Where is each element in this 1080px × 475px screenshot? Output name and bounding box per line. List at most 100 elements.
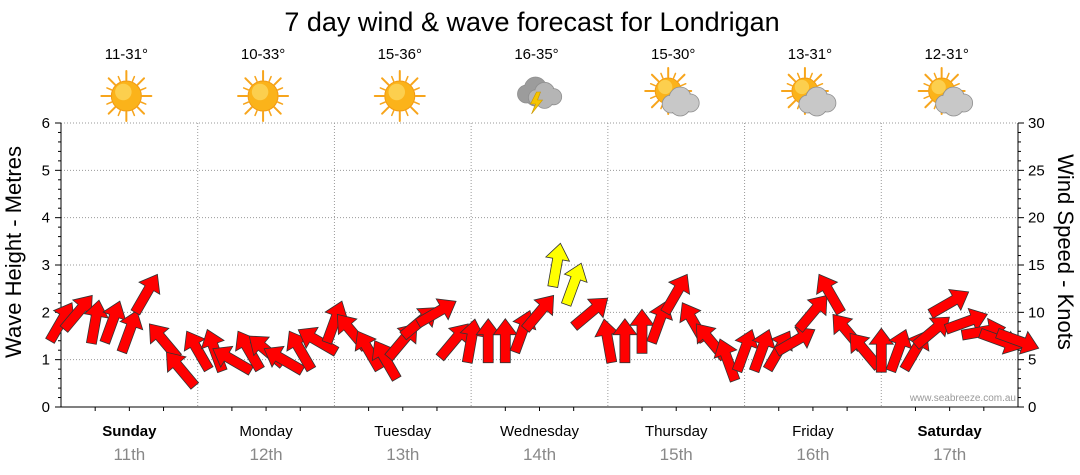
left-tick-label: 5 bbox=[42, 162, 50, 179]
sun-ray bbox=[136, 77, 146, 86]
storm-icon bbox=[517, 76, 563, 115]
right-tick-label: 5 bbox=[1028, 352, 1036, 369]
sun-ray bbox=[390, 110, 395, 117]
sun-ray bbox=[244, 106, 253, 115]
wind-arrow-shape bbox=[927, 289, 970, 319]
sun-ray bbox=[140, 87, 147, 91]
left-tick-label: 6 bbox=[42, 115, 50, 132]
wind-arrow bbox=[816, 273, 846, 316]
left-tick-label: 2 bbox=[42, 304, 50, 321]
left-tick-label: 3 bbox=[42, 257, 50, 274]
wind-arrow-shape bbox=[297, 326, 340, 357]
sun-ray bbox=[107, 77, 117, 86]
temperature-label: 15-30° bbox=[651, 46, 695, 63]
sun-ray bbox=[140, 101, 147, 105]
right-tick-label: 15 bbox=[1028, 257, 1045, 274]
wind-arrow-shape bbox=[544, 242, 571, 288]
wind-arrow bbox=[594, 318, 620, 364]
sun-ray bbox=[787, 99, 797, 109]
sun-ray bbox=[950, 73, 959, 83]
sun-ray bbox=[946, 72, 950, 79]
right-tick-label: 30 bbox=[1028, 115, 1045, 132]
sun-highlight bbox=[251, 83, 269, 101]
sun-ray bbox=[796, 72, 801, 79]
wind-arrow-shape bbox=[83, 299, 109, 345]
temperature-label: 13-31° bbox=[788, 46, 832, 63]
day-label: Friday bbox=[792, 423, 834, 440]
wind-arrow-shape bbox=[794, 294, 828, 333]
sun-ray bbox=[379, 87, 386, 91]
wind-arrow bbox=[297, 326, 340, 357]
chart-title: 7 day wind & wave forecast for Londrigan bbox=[284, 7, 779, 37]
sun-ray bbox=[933, 72, 938, 79]
wind-arrow-shape bbox=[560, 262, 588, 307]
wind-arrow bbox=[520, 294, 555, 333]
sun-ray bbox=[117, 110, 121, 117]
left-tick-label: 4 bbox=[42, 210, 50, 227]
day-label: Saturday bbox=[918, 423, 983, 440]
temperature-label: 16-35° bbox=[514, 46, 558, 63]
date-label: 11th bbox=[113, 445, 145, 464]
sun-ray bbox=[405, 75, 409, 82]
wind-arrow bbox=[911, 316, 950, 350]
wind-arrow-shape bbox=[414, 298, 457, 329]
sun-highlight bbox=[388, 83, 406, 101]
cloud-fill bbox=[671, 96, 690, 116]
sun-ray bbox=[244, 77, 253, 86]
date-label: 12th bbox=[250, 445, 283, 464]
sun-ray bbox=[817, 82, 824, 87]
sun-icon bbox=[373, 70, 426, 122]
day-label: Tuesday bbox=[374, 423, 431, 440]
sun-ray bbox=[117, 75, 121, 82]
wind-arrow bbox=[995, 327, 1040, 355]
credit-text: www.seabreeze.com.au bbox=[909, 393, 1016, 404]
wind-arrow bbox=[794, 294, 828, 333]
sun-icon bbox=[237, 70, 290, 122]
temperature-row: 11-31° 10-33° 15-36° 16-35° 15-30° 13-31° 12-3… bbox=[105, 46, 969, 63]
axes: 0 1 2 3 4 5 6 0 5 10 15 20 25 30 bbox=[42, 115, 1045, 416]
wind-arrow-shape bbox=[773, 326, 816, 357]
left-tick-label: 0 bbox=[42, 399, 50, 416]
wind-arrow bbox=[544, 242, 571, 288]
sun-highlight bbox=[794, 79, 810, 95]
sun-ray bbox=[268, 110, 272, 117]
day-label: Wednesday bbox=[500, 423, 579, 440]
wind-arrow bbox=[130, 273, 161, 316]
sun-ray bbox=[786, 82, 793, 87]
sun-ray bbox=[381, 106, 390, 115]
sun-ray bbox=[672, 72, 677, 79]
wind-arrow bbox=[560, 262, 588, 307]
left-tick-label: 1 bbox=[42, 352, 50, 369]
date-label: 15th bbox=[660, 445, 693, 464]
right-tick-label: 10 bbox=[1028, 304, 1045, 321]
sun-ray bbox=[924, 73, 933, 83]
sun-ray bbox=[242, 87, 250, 91]
sun-ray bbox=[924, 99, 933, 109]
sun-ray bbox=[131, 110, 136, 117]
sun-ray bbox=[650, 73, 660, 83]
sun-ray bbox=[809, 72, 813, 79]
sun-ray bbox=[650, 99, 660, 109]
sun-ray bbox=[242, 101, 250, 105]
sun-ray bbox=[405, 110, 409, 117]
sun-highlight bbox=[115, 83, 132, 101]
wind-arrow-shape bbox=[520, 294, 555, 333]
wind-arrow bbox=[83, 299, 109, 345]
wind-arrow-shape bbox=[660, 273, 691, 316]
sun-ray bbox=[953, 82, 960, 87]
wind-arrow-shape bbox=[212, 345, 254, 376]
wind-arrow-shape bbox=[995, 327, 1040, 355]
sun-ray bbox=[277, 101, 284, 105]
lightning-bolt bbox=[530, 91, 544, 115]
sun-ray bbox=[813, 73, 823, 83]
cloud-fill bbox=[807, 96, 827, 116]
day-label: Thursday bbox=[645, 423, 708, 440]
sun-ray bbox=[273, 77, 282, 86]
sun-ray bbox=[277, 87, 284, 91]
wind-arrow-shape bbox=[263, 345, 306, 376]
cloud-fill bbox=[536, 91, 553, 108]
sun-ray bbox=[136, 106, 146, 115]
wind-arrow-shape bbox=[594, 318, 620, 364]
wind-arrow bbox=[414, 298, 457, 329]
wind-arrow-shape bbox=[166, 351, 200, 390]
